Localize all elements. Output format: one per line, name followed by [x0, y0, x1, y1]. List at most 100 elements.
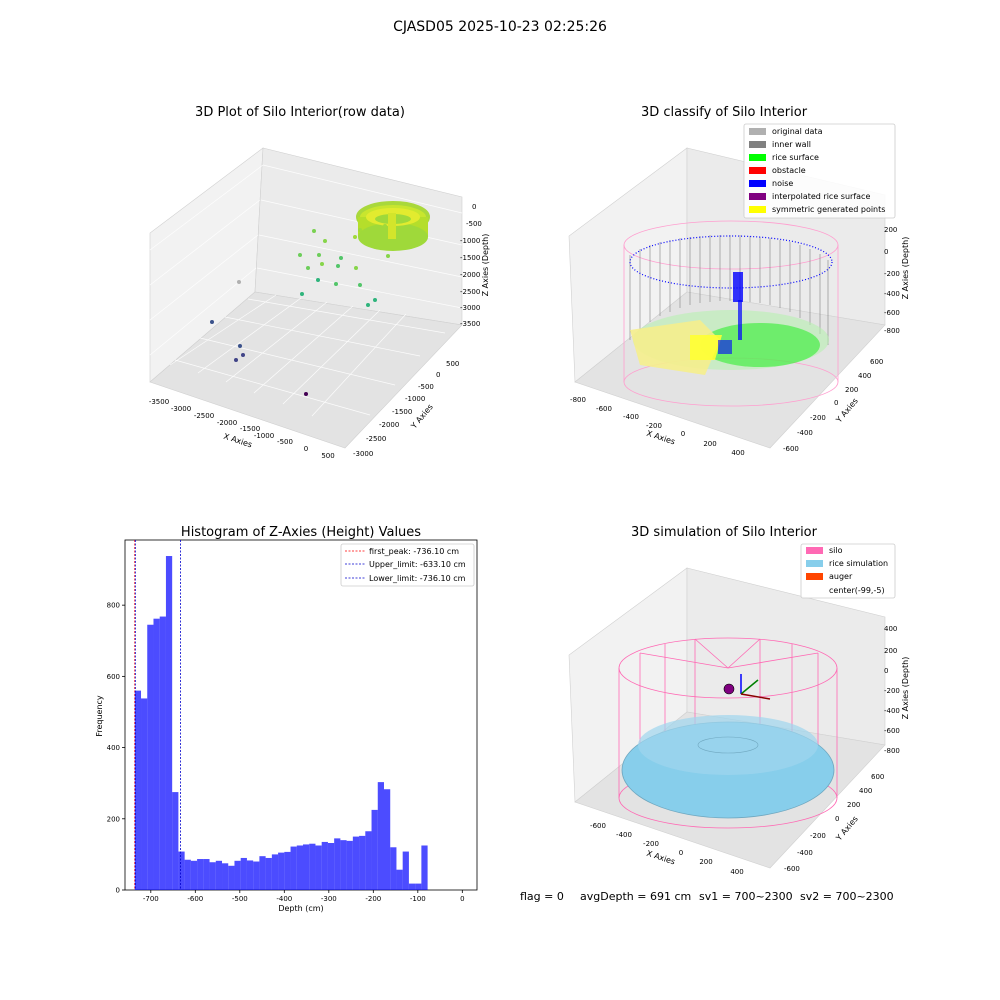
svg-text:400: 400 [858, 372, 871, 380]
raw-ylabel: Y Axies [409, 402, 435, 431]
sim-rice-surface [621, 715, 835, 819]
hist-bar [315, 845, 322, 890]
svg-text:200: 200 [703, 440, 716, 448]
hist-bar [246, 860, 254, 890]
svg-text:400: 400 [731, 449, 744, 457]
hist-bar [402, 851, 409, 890]
svg-text:-200: -200 [643, 840, 659, 848]
hist-bar [190, 860, 198, 890]
svg-text:-2500: -2500 [366, 435, 386, 443]
panel-simulation: 3D simulation of Silo Interior [568, 525, 910, 876]
hist-bar [303, 844, 310, 890]
svg-text:500: 500 [446, 360, 459, 368]
figure-suptitle: CJASD05 2025-10-23 02:25:26 [393, 19, 607, 35]
hist-bar [222, 863, 229, 890]
hist-bar [178, 851, 185, 890]
svg-text:-600: -600 [884, 727, 900, 735]
svg-text:400: 400 [730, 868, 743, 876]
hist-bar [327, 843, 335, 890]
hist-ylabel: Frequency [95, 695, 104, 737]
raw-y-ticks: 500 0 -500 -1000 -1500 -2000 -2500 -3000 [353, 360, 459, 458]
flag-text: flag = 0 [520, 890, 564, 903]
hist-bar [159, 616, 166, 890]
svg-text:auger: auger [829, 572, 853, 581]
svg-text:silo: silo [829, 546, 843, 555]
svg-text:center(-99,-5): center(-99,-5) [829, 586, 885, 595]
avg-depth-text: avgDepth = 691 cm [580, 890, 691, 903]
hist-bar [240, 857, 247, 890]
hist-bar [390, 847, 397, 890]
sim-zlabel: Z Axies (Depth) [901, 657, 910, 720]
hist-bar [352, 836, 360, 890]
hist-bar [383, 789, 391, 890]
hist-bar [197, 859, 204, 890]
footer-stats: flag = 0 avgDepth = 691 cm sv1 = 700~230… [520, 890, 894, 903]
classify-z-ticks: 200 0 -200 -400 -600 -800 [884, 226, 900, 335]
hist-bar [184, 859, 191, 890]
svg-text:-1000: -1000 [460, 237, 480, 245]
hist-bar [371, 809, 378, 890]
svg-text:-3000: -3000 [353, 450, 373, 458]
raw-title: 3D Plot of Silo Interior(row data) [195, 105, 405, 120]
hist-y-tick-label: 600 [107, 673, 120, 681]
hist-bar [278, 852, 285, 890]
svg-text:0: 0 [834, 399, 838, 407]
svg-text:-400: -400 [623, 413, 639, 421]
hist-bar [359, 835, 366, 890]
svg-text:-200: -200 [810, 414, 826, 422]
svg-text:0: 0 [884, 667, 888, 675]
hist-x-ticks: -700 -600 -500 -400 -300 -200 -100 0 [143, 890, 465, 903]
svg-text:-400: -400 [884, 707, 900, 715]
hist-y-tick-label: 0 [116, 887, 120, 895]
hist-bar [309, 843, 316, 890]
svg-text:200: 200 [884, 226, 897, 234]
sim-title: 3D simulation of Silo Interior [631, 525, 818, 540]
hist-bar [234, 860, 241, 890]
svg-text:Lower_limit: -736.10 cm: Lower_limit: -736.10 cm [369, 574, 466, 583]
hist-bar [377, 782, 384, 890]
svg-text:0: 0 [436, 371, 440, 379]
sim-legend: silo rice simulation auger center(-99,-5… [800, 543, 896, 599]
hist-x-tick-label: -100 [410, 895, 426, 903]
sv2-text: sv2 = 700~2300 [800, 890, 894, 903]
hist-y-tick-label: 200 [107, 815, 120, 823]
hist-bar [215, 860, 223, 890]
svg-text:-400: -400 [884, 290, 900, 298]
svg-text:600: 600 [870, 358, 883, 366]
svg-text:original data: original data [772, 127, 823, 136]
panel-raw-data: 3D Plot of Silo Interior(row data) [149, 105, 490, 460]
hist-x-tick-label: -600 [187, 895, 203, 903]
classify-legend: original data inner wall rice surface ob… [743, 123, 896, 219]
svg-text:200: 200 [845, 386, 858, 394]
raw-zlabel: Z Axies (Depth) [481, 234, 490, 297]
svg-text:0: 0 [304, 445, 308, 453]
raw-xlabel: X Axies [222, 432, 253, 450]
svg-text:-500: -500 [466, 220, 482, 228]
hist-bar [203, 859, 210, 890]
svg-text:-600: -600 [783, 445, 799, 453]
raw-x-ticks: -3500 -3000 -2500 -2000 -1500 -1000 -500… [149, 398, 335, 460]
svg-text:-2000: -2000 [379, 421, 399, 429]
hist-bar [408, 883, 416, 890]
svg-text:interpolated rice surface: interpolated rice surface [772, 192, 870, 201]
hist-bar [134, 690, 142, 890]
raw-floor [149, 291, 463, 449]
classify-symmetric-points [630, 320, 722, 375]
hist-x-tick-label: -700 [143, 895, 159, 903]
classify-x-ticks: -800 -600 -400 -200 0 200 400 [570, 396, 745, 457]
svg-text:-800: -800 [884, 327, 900, 335]
svg-text:-3000: -3000 [171, 405, 191, 413]
svg-text:-2500: -2500 [460, 288, 480, 296]
sim-xlabel: X Axies [645, 849, 676, 867]
panel-classify: 3D classify of Silo Interior [568, 105, 910, 457]
hist-x-tick-label: -400 [276, 895, 292, 903]
svg-text:400: 400 [859, 787, 872, 795]
svg-text:-2500: -2500 [194, 412, 214, 420]
sim-y-ticks: 600 400 200 0 -200 -400 -600 [784, 773, 884, 873]
classify-y-ticks: 600 400 200 0 -200 -400 -600 [783, 358, 883, 453]
svg-text:-200: -200 [884, 687, 900, 695]
svg-text:first_peak: -736.10 cm: first_peak: -736.10 cm [369, 547, 459, 556]
svg-text:0: 0 [835, 815, 839, 823]
hist-bar [259, 856, 266, 890]
panel-histogram: Histogram of Z-Axies (Height) Values -70… [95, 525, 478, 913]
